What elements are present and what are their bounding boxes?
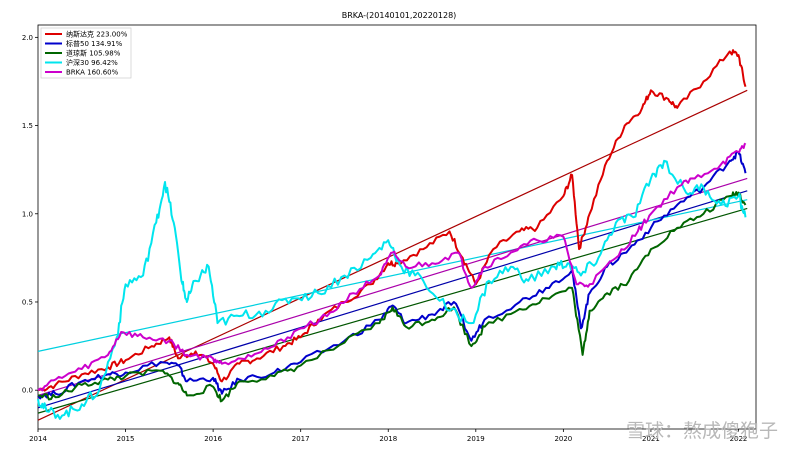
x-tick-label: 2014 [29,435,47,443]
y-tick-label: 1.5 [22,122,33,130]
series-line [37,49,747,392]
y-tick-label: 1.0 [22,210,33,218]
y-tick-label: 0.5 [22,298,33,306]
x-tick-label: 2015 [117,435,135,443]
trendline [37,207,748,414]
x-tick-label: 2022 [730,435,748,443]
legend: 纳斯达克 223.00%标普50 134.91%道琼斯 105.98%沪深30 … [40,27,132,79]
legend-label: 道琼斯 105.98% [66,49,121,58]
x-tick-label: 2018 [379,435,397,443]
x-tick-label: 2016 [204,435,222,443]
y-tick-label: 0.0 [22,387,33,395]
trendline [37,190,748,409]
plot-area [37,24,757,430]
x-tick-label: 2021 [642,435,660,443]
y-axis: 0.0 0.5 1.0 1.5 2.0 [22,34,38,395]
legend-label: BRKA 160.60% [66,69,119,77]
x-axis: 2014 2015 2016 2017 2018 2019 2020 2021 2022 [29,429,747,443]
watermark-text: 雪球：熬成傻狍子 [626,420,778,442]
series-line [37,150,747,400]
chart-title: BRKA-(20140101,20220128) [342,11,457,20]
legend-label: 纳斯达克 223.00% [66,30,128,39]
series-line [37,142,747,392]
y-tick-label: 2.0 [22,34,33,42]
series-line [38,191,747,403]
x-tick-label: 2017 [292,435,310,443]
x-tick-label: 2020 [554,435,572,443]
series-lines [37,49,747,420]
legend-label: 标普50 134.91% [66,39,123,48]
trendline [37,199,748,352]
series-line [37,159,747,420]
x-tick-label: 2019 [467,435,485,443]
legend-label: 沪深30 96.42% [66,58,118,67]
